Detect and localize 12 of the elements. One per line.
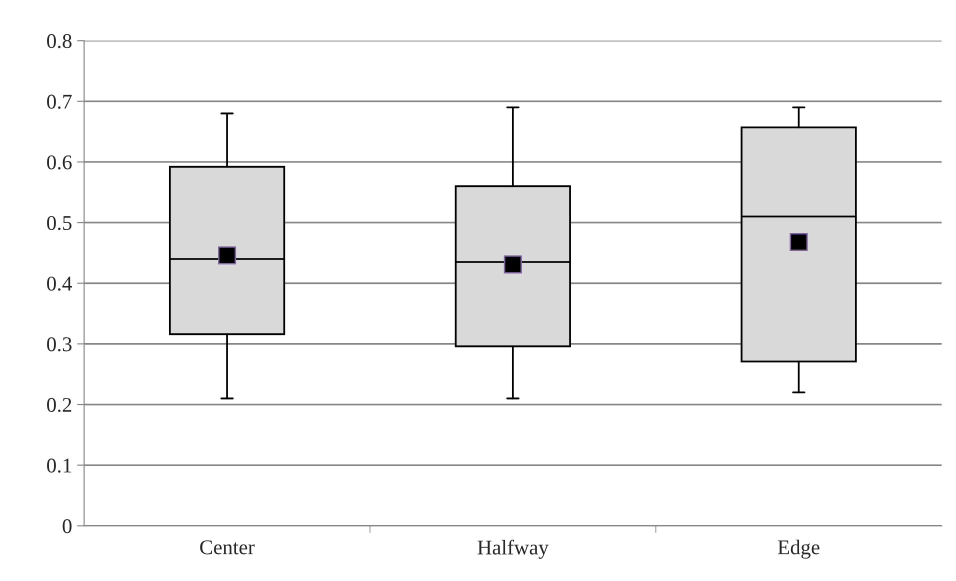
y-tick-label: 0.3 (47, 337, 72, 352)
y-tick-label: 0.1 (47, 458, 72, 473)
y-tick-label: 0.5 (47, 216, 72, 230)
x-tick-label: Center (200, 540, 255, 554)
y-tick-label: 0.4 (47, 276, 72, 291)
x-tick-label: Halfway (478, 540, 549, 559)
x-tick-label: Edge (778, 540, 820, 559)
y-tick-label: 0.6 (47, 155, 72, 170)
y-tick-label: 0.2 (47, 398, 72, 412)
y-tick-label: 0.7 (47, 94, 72, 109)
y-tick-label: 0 (62, 519, 72, 534)
y-tick-label: 0.8 (47, 34, 72, 48)
